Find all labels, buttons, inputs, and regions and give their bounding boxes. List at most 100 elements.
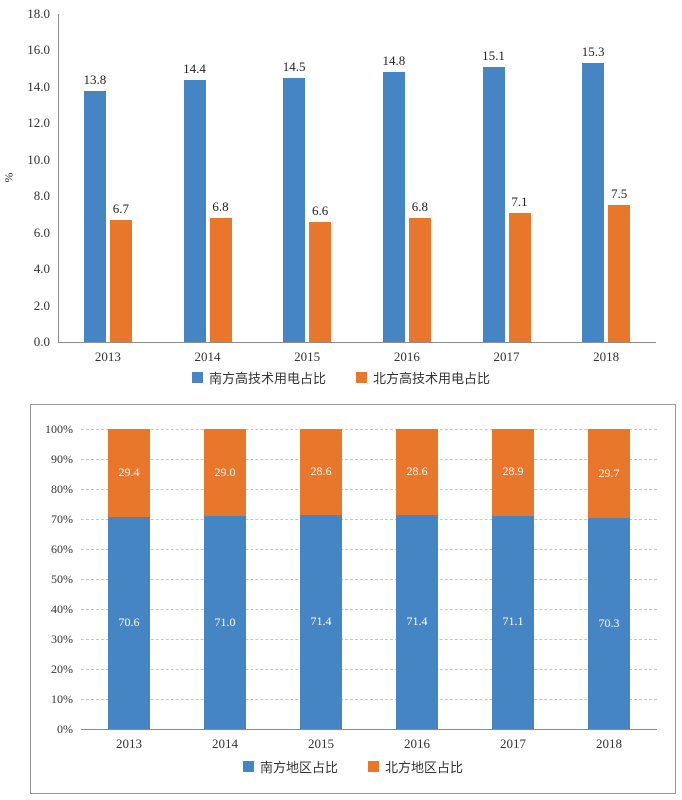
gridline xyxy=(81,669,657,670)
stacked-bar-chart: 0% 10% 20% 30% 40% 50% 60% 70% 80% 90% 100% 70.6 29.… xyxy=(30,404,676,794)
gridline xyxy=(81,459,657,460)
bar-value-label: 13.8 xyxy=(83,71,107,87)
y-tick-label: 70% xyxy=(51,512,73,526)
bar-south xyxy=(183,79,206,342)
bar-value-label: 71.4 xyxy=(406,613,428,628)
x-tick-label: 2015 xyxy=(294,349,321,364)
bar-value-label: 14.4 xyxy=(183,60,206,76)
y-tick-label: 4.0 xyxy=(33,261,50,277)
legend-item: 南方高技术用电占比 xyxy=(191,368,326,387)
legend-item: 北方高技术用电占比 xyxy=(356,368,490,387)
bar-north xyxy=(608,205,631,342)
bar-value-label: 29.0 xyxy=(214,464,236,479)
x-tick-label: 2018 xyxy=(596,736,622,751)
bar-value-label: 14.8 xyxy=(382,53,406,69)
bar-value-label: 6.7 xyxy=(112,200,129,216)
x-tick-label: 2016 xyxy=(393,349,420,364)
bar-south xyxy=(582,63,605,342)
bar-south xyxy=(204,516,246,729)
y-tick-label: 18.0 xyxy=(27,6,50,21)
y-tick-label: 14.0 xyxy=(27,78,50,94)
bar-south xyxy=(588,518,630,729)
y-tick-label: 100% xyxy=(45,422,73,436)
bar-value-label: 28.6 xyxy=(310,463,332,478)
y-tick-label: 12.0 xyxy=(27,115,50,131)
legend-swatch-blue xyxy=(242,761,254,772)
x-tick-label: 2015 xyxy=(308,736,334,751)
bar-south xyxy=(396,514,438,729)
bar-value-label: 70.6 xyxy=(118,615,140,630)
bar-value-label: 29.4 xyxy=(118,465,140,480)
x-tick-label: 2017 xyxy=(500,736,526,751)
bar-value-label: 70.3 xyxy=(598,615,620,630)
gridline xyxy=(81,699,657,700)
bar-value-label: 28.9 xyxy=(502,464,524,479)
legend-swatch-orange xyxy=(356,372,367,383)
bar-value-label: 14.5 xyxy=(282,58,306,74)
x-tick-label: 2017 xyxy=(493,349,520,364)
legend: 南方高技术用电占比 北方高技术用电占比 xyxy=(0,368,682,387)
gridline xyxy=(81,519,657,520)
x-tick-label: 2016 xyxy=(404,736,430,751)
legend-item: 南方地区占比 xyxy=(242,757,338,776)
bar-value-label: 6.6 xyxy=(312,202,329,218)
y-tick-label: 6.0 xyxy=(33,224,50,240)
bar-north xyxy=(508,212,531,342)
bar-value-label: 71.4 xyxy=(310,613,332,628)
legend-swatch-orange xyxy=(368,761,379,772)
bar-south xyxy=(482,66,505,342)
bar-south xyxy=(382,72,405,342)
legend-label: 北方高技术用电占比 xyxy=(373,371,491,386)
y-tick-label: 80% xyxy=(51,482,73,496)
bar-south xyxy=(300,514,342,729)
y-tick-label: 10% xyxy=(51,692,73,706)
y-tick-label: 60% xyxy=(51,542,73,556)
y-tick-label: 50% xyxy=(51,572,73,586)
bar-value-label: 29.7 xyxy=(598,465,620,480)
bar-south xyxy=(83,90,106,342)
x-tick-label: 2013 xyxy=(116,736,142,751)
gridline xyxy=(81,549,657,550)
bar-north xyxy=(309,221,332,342)
plot-area: 0% 10% 20% 30% 40% 50% 60% 70% 80% 90% 100% 70.6 29.… xyxy=(31,405,675,793)
x-tick-label: 2014 xyxy=(194,349,221,364)
legend-swatch-blue xyxy=(191,372,203,383)
bar-value-label: 71.0 xyxy=(214,614,236,629)
y-tick-label: 0.0 xyxy=(33,334,50,349)
bar-south xyxy=(492,515,534,729)
bar-north xyxy=(588,429,630,519)
y-tick-label: 16.0 xyxy=(27,42,50,58)
bar-value-label: 71.1 xyxy=(502,614,524,629)
bar-value-label: 6.8 xyxy=(212,199,229,215)
bar-north xyxy=(492,429,534,516)
bar-south xyxy=(108,517,150,729)
x-axis-line xyxy=(81,729,657,730)
y-tick-label: 10.0 xyxy=(27,151,50,167)
gridline xyxy=(81,489,657,490)
bar-north xyxy=(300,429,342,515)
bar-north xyxy=(209,218,232,342)
y-axis-line xyxy=(58,14,59,342)
bar-south xyxy=(283,77,306,342)
bar-value-label: 15.1 xyxy=(482,47,505,63)
y-tick-label: 8.0 xyxy=(33,188,50,204)
y-tick-label: 30% xyxy=(51,632,73,646)
y-tick-label: 20% xyxy=(51,662,73,676)
bar-value-label: 7.5 xyxy=(611,186,628,202)
y-axis-title: % xyxy=(1,172,16,183)
legend-label: 南方高技术用电占比 xyxy=(208,371,326,386)
y-tick-label: 90% xyxy=(51,452,73,466)
gridline xyxy=(81,639,657,640)
bar-north xyxy=(396,429,438,515)
legend: 南方地区占比 北方地区占比 xyxy=(31,757,675,776)
bar-north xyxy=(408,218,431,342)
bar-value-label: 28.6 xyxy=(406,463,428,478)
bar-value-label: 15.3 xyxy=(581,44,605,60)
grouped-bar-chart: % 南方高技术用电占比 北方高技术用电占比 0.0 2.0 4.0 6.0 8.0 10.0… xyxy=(0,6,682,387)
bar-value-label: 6.8 xyxy=(411,199,428,215)
bar-north xyxy=(109,219,132,342)
gridline xyxy=(81,429,657,430)
bar-value-label: 7.1 xyxy=(511,193,528,209)
x-tick-label: 2014 xyxy=(212,736,238,751)
